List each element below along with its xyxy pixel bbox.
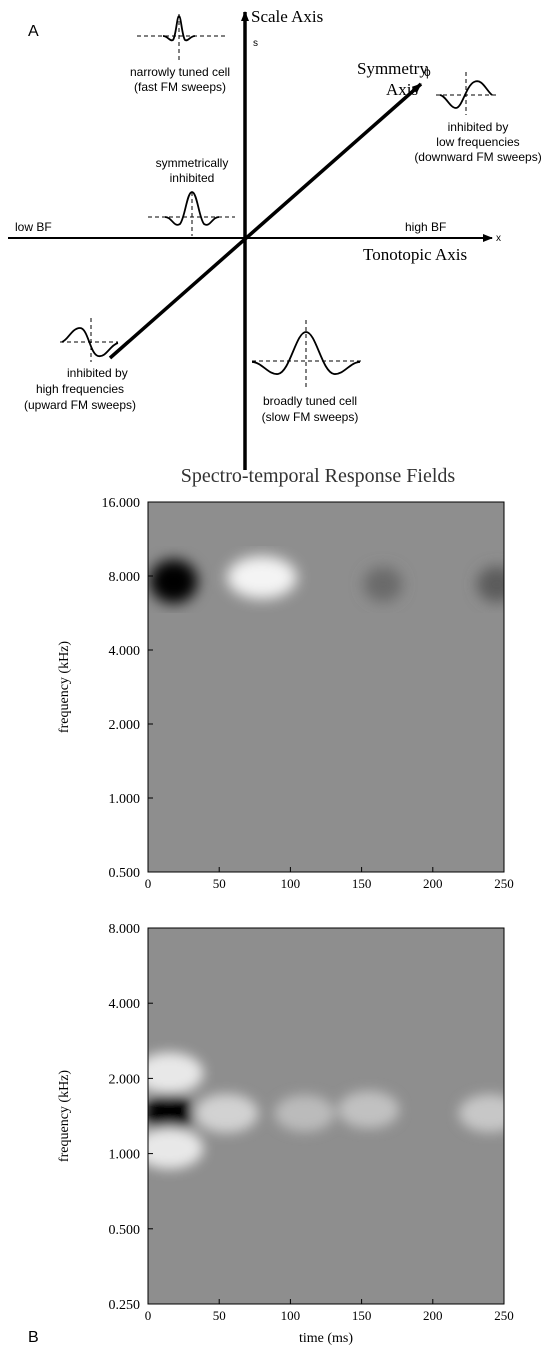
strf2-ytick-label-4: 0.500 [109, 1223, 141, 1238]
symmetry-axis-title-1: Symmetry [357, 59, 428, 78]
strf2-feature-4 [274, 1094, 335, 1132]
tonotopic-high-label: high BF [405, 220, 446, 234]
strf1-marks [149, 555, 504, 604]
strf1-ytick-label-3: 2.000 [109, 718, 141, 733]
strf2-ytick-label-3: 1.000 [109, 1148, 141, 1163]
strf1-ytick-label-2: 4.000 [109, 644, 141, 659]
cell-high-inhib-line1: inhibited by [67, 366, 128, 380]
strf2-feature-0 [148, 1091, 194, 1136]
strf1-feature-3 [476, 566, 504, 603]
strf1-axes: 0 50 100 150 200 250 16.000 8.000 4.000 2.000 1.00… [102, 496, 514, 891]
tonotopic-axis-title: Tonotopic Axis [363, 245, 467, 264]
cell-broad-line2: (slow FM sweeps) [262, 410, 359, 424]
cell-narrow-line1: narrowly tuned cell [130, 65, 230, 79]
strf2-frame [147, 927, 505, 1305]
scale-axis-title: Scale Axis [251, 7, 323, 26]
strf2-xtick-label-0: 0 [145, 1308, 152, 1323]
strf2-feature-6 [458, 1094, 504, 1133]
cell-high-inhib-line3: (upward FM sweeps) [24, 398, 136, 412]
strf2-xtick-label-3: 150 [352, 1308, 372, 1323]
cell-broad-line1: broadly tuned cell [263, 394, 357, 408]
low-inhib-tuning-curve [439, 80, 493, 109]
symmetry-axis-line [108, 82, 423, 360]
strf1-ylabel: frequency (kHz) [57, 641, 72, 733]
cell-low-inhib-line2: low frequencies [436, 135, 519, 149]
cell-narrow: narrowly tuned cell (fast FM sweeps) [130, 14, 230, 94]
tonotopic-axis-symbol: x [496, 233, 501, 244]
strf1-xtick-label-4: 200 [423, 876, 443, 891]
strf1-xtick-label-5: 250 [494, 876, 514, 891]
strf2-ylabel: frequency (kHz) [57, 1070, 72, 1162]
panel-b-title: Spectro-temporal Response Fields [181, 465, 456, 487]
strf2-feature-5 [338, 1090, 400, 1129]
strf1-ytick-label-4: 1.000 [109, 792, 141, 807]
strf2-axes: 0 50 100 150 200 250 8.000 4.000 2.000 1.000 0.500… [109, 922, 514, 1323]
cell-low-inhib: inhibited by low frequencies (downward F… [414, 72, 542, 164]
strf2-xtick-label-1: 50 [213, 1308, 226, 1323]
strf1-feature-2 [363, 566, 403, 602]
cell-low-inhib-line1: inhibited by [448, 120, 509, 134]
strf1-feature-1 [226, 555, 297, 599]
cell-symmetric-line1: symmetrically [156, 156, 229, 170]
strf2-feature-3 [194, 1093, 259, 1133]
high-inhib-tuning-curve [61, 327, 119, 357]
strf2-xtick-label-5: 250 [494, 1308, 514, 1323]
strf2-marks [148, 1052, 504, 1170]
panel-b-label: B [28, 1329, 39, 1346]
strf1-xtick-label-0: 0 [145, 876, 152, 891]
strf2-feature-2 [148, 1127, 204, 1170]
cell-high-inhib: inhibited by high frequencies (upward FM… [24, 318, 136, 412]
symmetry-axis-title-2: Axis [386, 80, 418, 99]
strf2-xlabel: time (ms) [299, 1331, 353, 1346]
panel-b: Spectro-temporal Response Fields 0 50 100 1… [28, 465, 514, 1346]
strf1-ytick-label-1: 8.000 [109, 570, 141, 585]
strf2-feature-1 [148, 1052, 204, 1094]
cell-high-inhib-line2: high frequencies [36, 382, 124, 396]
strf1-frame [147, 501, 505, 873]
panel-a: A Scale Axis s low BF high BF x Tonotopi… [8, 7, 542, 470]
symmetric-tuning-curve [164, 191, 220, 226]
strf2-ytick-label-1: 4.000 [109, 997, 141, 1012]
symmetry-axis-symbol: ϕ [424, 65, 431, 79]
strf1-ytick-label-0: 16.000 [102, 496, 141, 511]
scale-axis-symbol: s [253, 38, 258, 49]
strf1-xtick-label-2: 100 [281, 876, 301, 891]
strf1-ytick-label-5: 0.500 [109, 866, 141, 881]
strf1-background [148, 502, 504, 872]
strf-chart-1: 0 50 100 150 200 250 16.000 8.000 4.000 2.000 1.00… [57, 496, 514, 891]
panel-a-label: A [28, 23, 39, 40]
strf2-xtick-label-4: 200 [423, 1308, 443, 1323]
cell-symmetric-line2: inhibited [170, 171, 215, 185]
tonotopic-low-label: low BF [15, 220, 52, 234]
broad-tuning-curve [251, 331, 361, 375]
cell-narrow-line2: (fast FM sweeps) [134, 80, 226, 94]
cell-symmetric: symmetrically inhibited [148, 156, 235, 236]
strf2-xtick-label-2: 100 [281, 1308, 301, 1323]
strf1-xtick-label-1: 50 [213, 876, 226, 891]
strf2-ytick-label-5: 0.250 [109, 1298, 141, 1313]
strf1-feature-0 [149, 559, 198, 604]
strf2-ytick-label-2: 2.000 [109, 1072, 141, 1087]
strf-chart-2: 0 50 100 150 200 250 8.000 4.000 2.000 1.000 0.500… [57, 922, 514, 1346]
narrow-tuning-curve [162, 15, 196, 42]
strf2-ytick-label-0: 8.000 [109, 922, 141, 937]
cell-broad: broadly tuned cell (slow FM sweeps) [251, 320, 362, 424]
strf1-xtick-label-3: 150 [352, 876, 372, 891]
cell-low-inhib-line3: (downward FM sweeps) [414, 150, 541, 164]
